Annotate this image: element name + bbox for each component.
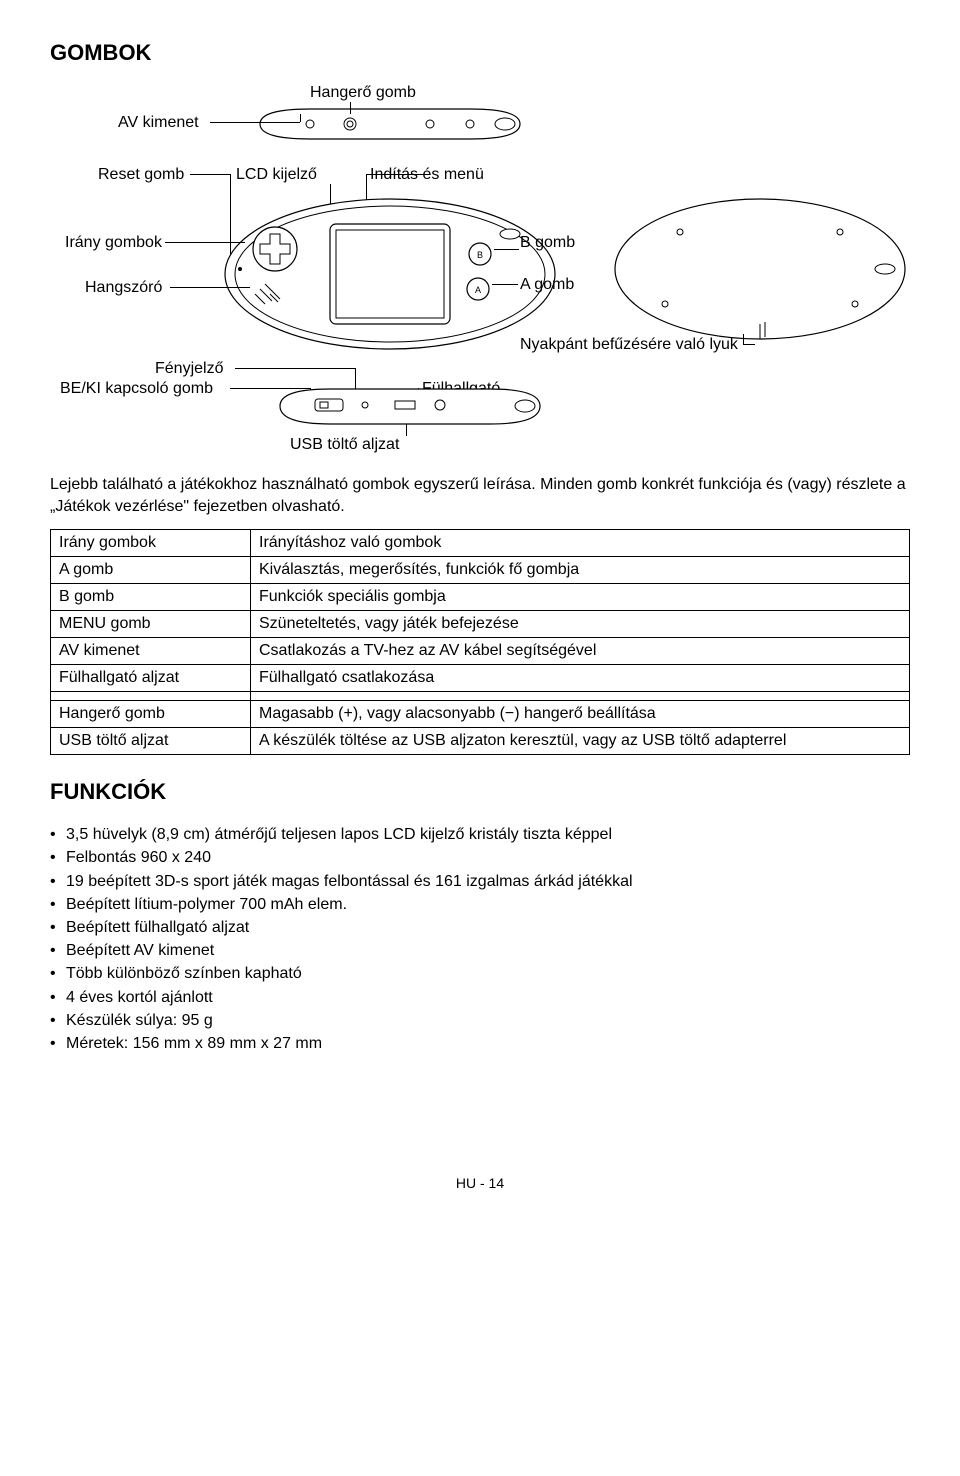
table-cell-label: USB töltő aljzat: [51, 728, 251, 755]
table-cell-label: Hangerő gomb: [51, 701, 251, 728]
label-lcd: LCD kijelző: [236, 166, 317, 184]
table-row: Fülhallgató aljzatFülhallgató csatlakozá…: [51, 665, 910, 692]
table-cell-desc: Kiválasztás, megerősítés, funkciók fő go…: [251, 557, 910, 584]
features-list: 3,5 hüvelyk (8,9 cm) átmérőjű teljesen l…: [50, 823, 910, 1055]
table-cell-desc: Fülhallgató csatlakozása: [251, 665, 910, 692]
table-cell-desc: Szüneteltetés, vagy játék befejezése: [251, 611, 910, 638]
list-item: Felbontás 960 x 240: [50, 846, 910, 869]
buttons-table: Irány gombokIrányításhoz való gombokA go…: [50, 529, 910, 755]
device-back-view: [610, 194, 910, 344]
label-start-menu: Indítás és menü: [370, 166, 484, 184]
label-lanyard: Nyakpánt befűzésére való lyuk: [520, 336, 738, 354]
table-row: Irány gombokIrányításhoz való gombok: [51, 530, 910, 557]
page-footer: HU - 14: [50, 1175, 910, 1191]
table-cell-label: Fülhallgató aljzat: [51, 665, 251, 692]
intro-paragraph: Lejebb található a játékokhoz használhat…: [50, 474, 910, 517]
label-b-button: B gomb: [520, 234, 575, 252]
device-top-view: [250, 104, 530, 144]
label-av-out: AV kimenet: [118, 114, 199, 132]
table-cell-desc: A készülék töltése az USB aljzaton keres…: [251, 728, 910, 755]
list-item: Beépített lítium-polymer 700 mAh elem.: [50, 893, 910, 916]
svg-text:A: A: [475, 285, 481, 295]
table-cell-desc: Irányításhoz való gombok: [251, 530, 910, 557]
label-led: Fényjelző: [155, 360, 223, 378]
list-item: Beépített AV kimenet: [50, 939, 910, 962]
list-item: 4 éves kortól ajánlott: [50, 986, 910, 1009]
table-row: B gombFunkciók speciális gombja: [51, 584, 910, 611]
table-cell-label: MENU gomb: [51, 611, 251, 638]
table-row: USB töltő aljzatA készülék töltése az US…: [51, 728, 910, 755]
label-dir-buttons: Irány gombok: [65, 234, 162, 252]
table-cell-desc: Magasabb (+), vagy alacsonyabb (−) hange…: [251, 701, 910, 728]
list-item: Beépített fülhallgató aljzat: [50, 916, 910, 939]
table-cell-desc: Csatlakozás a TV-hez az AV kábel segítsé…: [251, 638, 910, 665]
device-front-view: B A: [220, 194, 560, 354]
list-item: Készülék súlya: 95 g: [50, 1009, 910, 1032]
table-row: A gombKiválasztás, megerősítés, funkciók…: [51, 557, 910, 584]
label-volume: Hangerő gomb: [310, 84, 416, 102]
table-cell-desc: Funkciók speciális gombja: [251, 584, 910, 611]
label-usb: USB töltő aljzat: [290, 436, 399, 454]
label-power: BE/KI kapcsoló gomb: [60, 380, 213, 398]
label-speaker: Hangszóró: [85, 279, 162, 297]
svg-text:B: B: [477, 250, 483, 260]
list-item: Több különböző színben kapható: [50, 962, 910, 985]
device-diagram: AV kimenet Hangerő gomb Reset gomb LCD k…: [50, 84, 910, 454]
table-cell-label: Irány gombok: [51, 530, 251, 557]
list-item: 19 beépített 3D-s sport játék magas felb…: [50, 870, 910, 893]
table-cell-label: A gomb: [51, 557, 251, 584]
table-row: MENU gombSzüneteltetés, vagy játék befej…: [51, 611, 910, 638]
list-item: Méretek: 156 mm x 89 mm x 27 mm: [50, 1032, 910, 1055]
table-cell-label: B gomb: [51, 584, 251, 611]
table-row: Hangerő gombMagasabb (+), vagy alacsonya…: [51, 701, 910, 728]
section2-title: FUNKCIÓK: [50, 779, 910, 805]
section1-title: GOMBOK: [50, 40, 910, 66]
label-a-button: A gomb: [520, 276, 574, 294]
table-row: AV kimenetCsatlakozás a TV-hez az AV káb…: [51, 638, 910, 665]
table-cell-label: AV kimenet: [51, 638, 251, 665]
label-reset: Reset gomb: [98, 166, 184, 184]
list-item: 3,5 hüvelyk (8,9 cm) átmérőjű teljesen l…: [50, 823, 910, 846]
device-bottom-view: [270, 384, 550, 429]
